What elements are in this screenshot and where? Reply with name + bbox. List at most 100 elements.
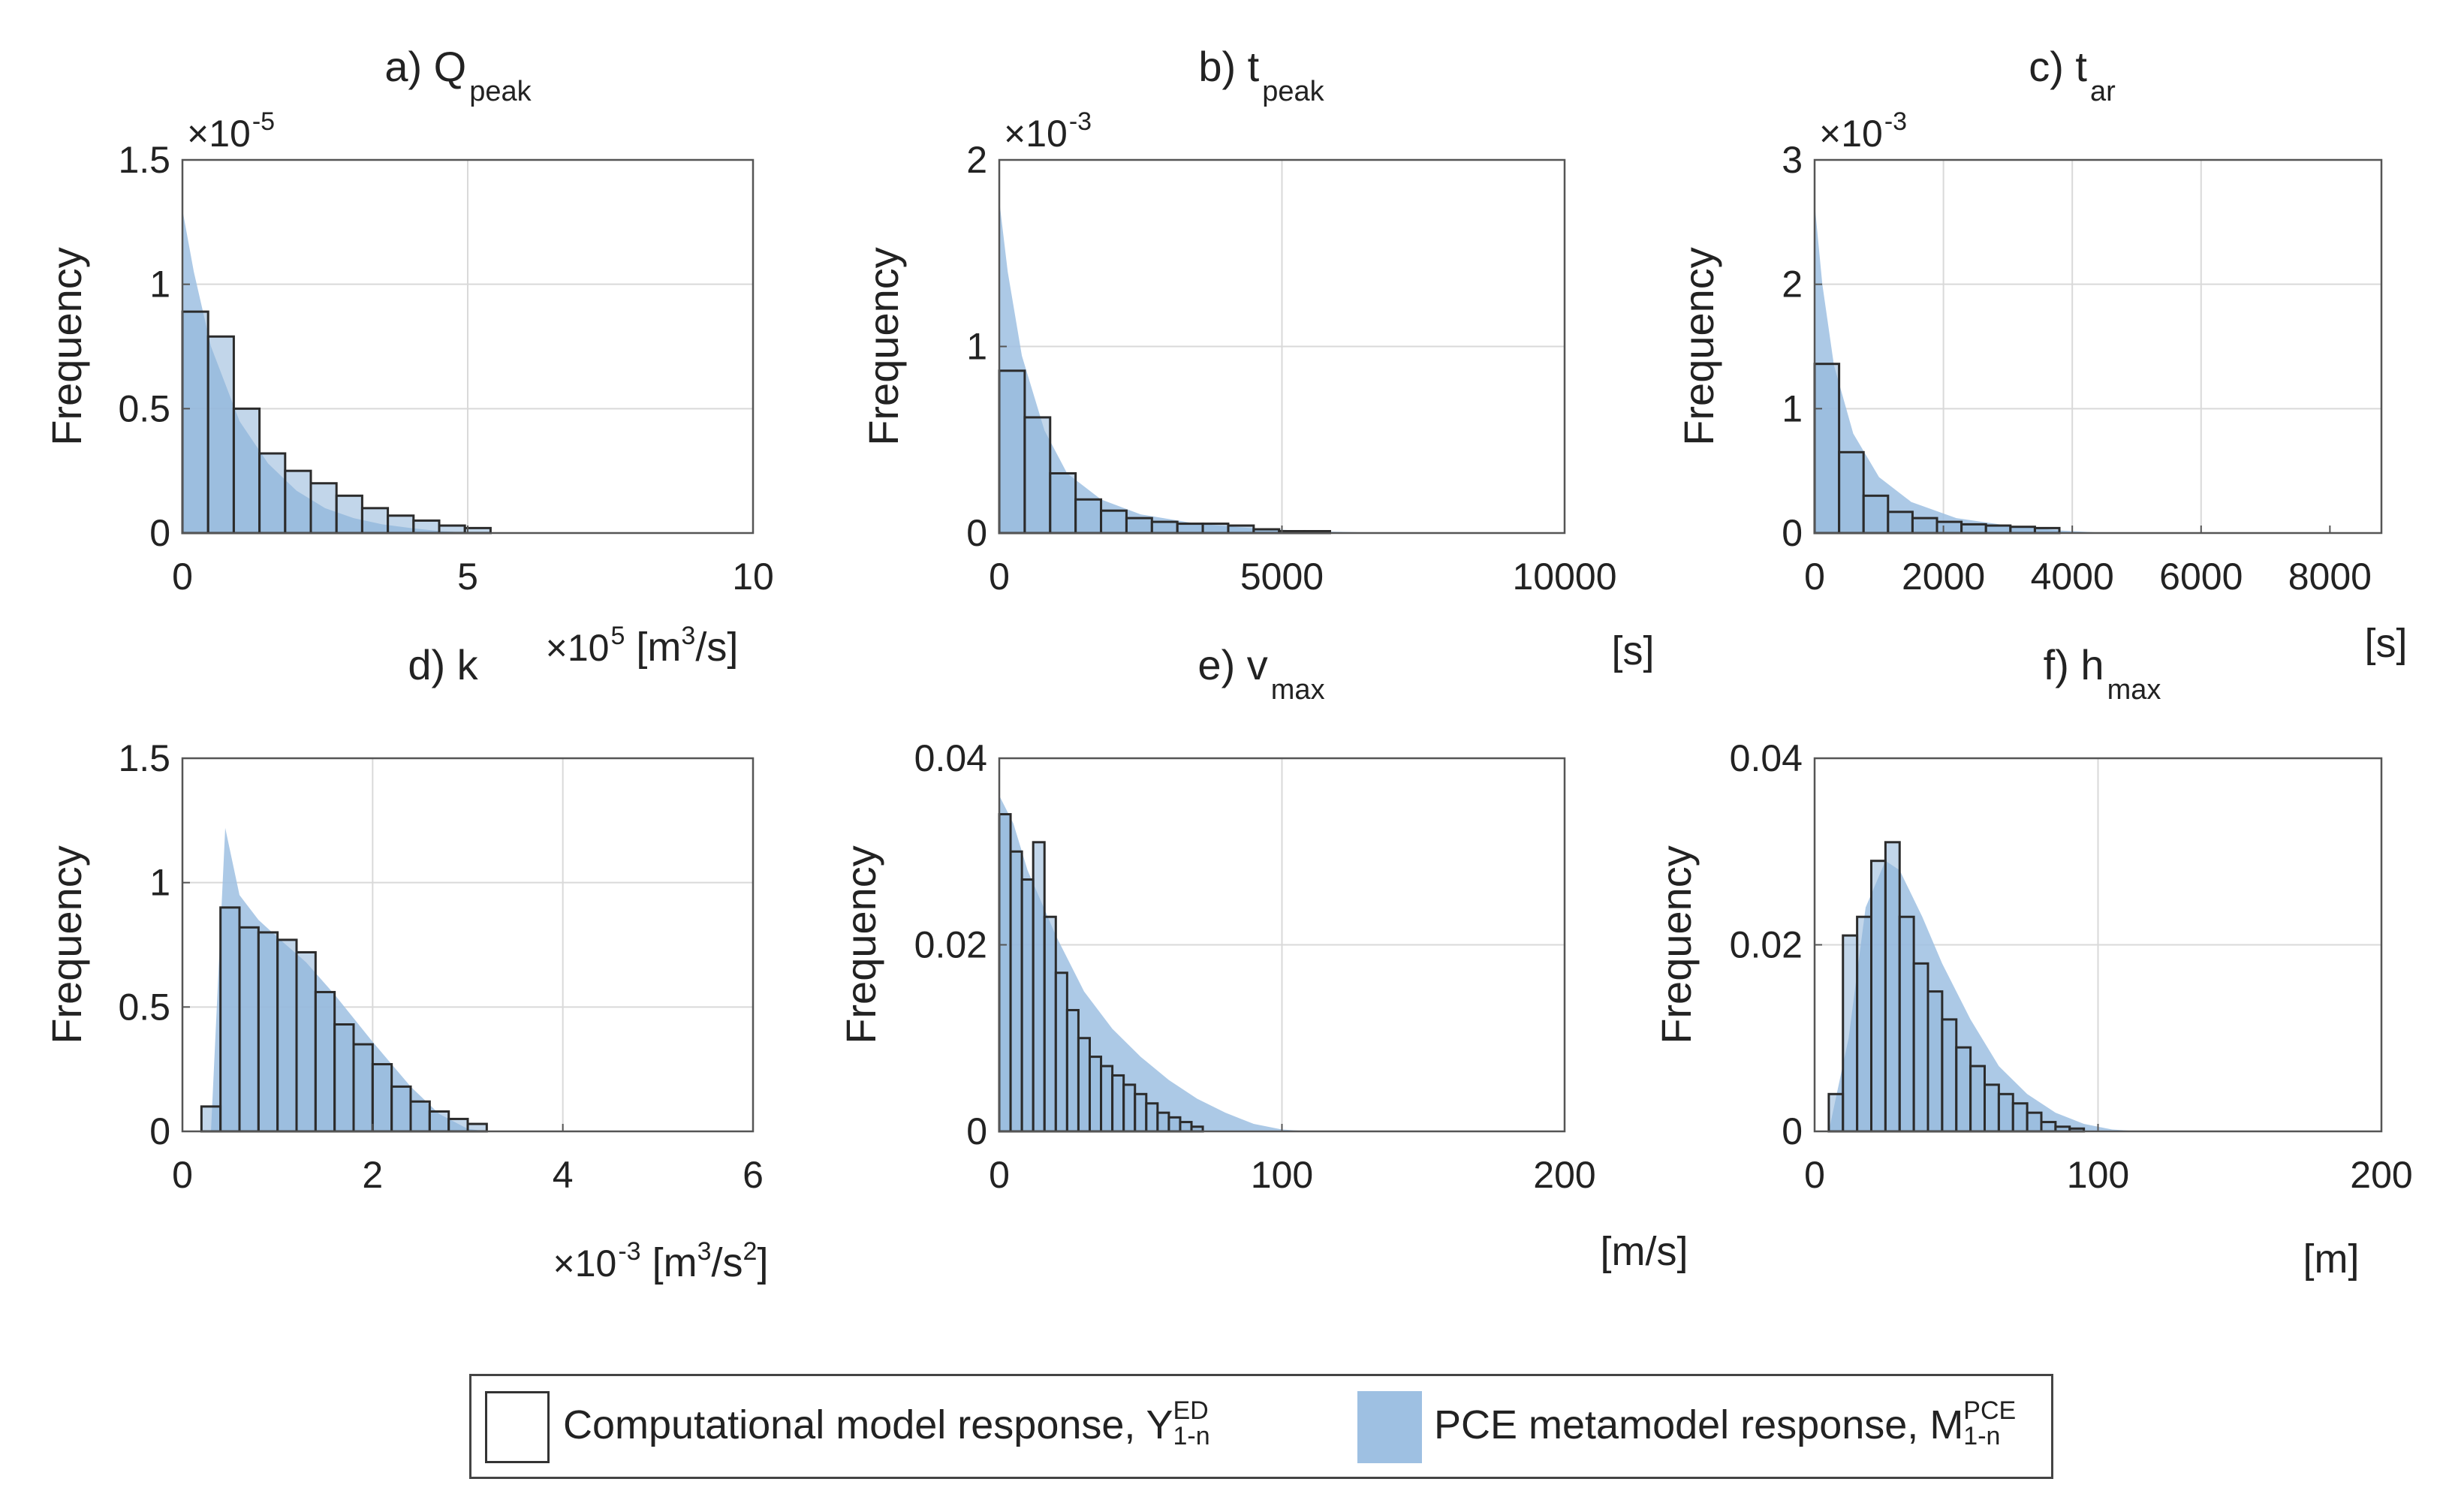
y-tick-label: 1: [149, 264, 170, 306]
y-axis-label: Frequency: [43, 247, 90, 446]
histogram-bar: [1156, 1111, 1170, 1133]
histogram-bar: [181, 310, 209, 535]
legend-label-computational: Computational model response, Y ED 1-n: [563, 1396, 1210, 1450]
histogram-bar: [1997, 1092, 2014, 1133]
chart-panel-6: 0 100 200 0 0.02 0.04 Frequency f) hmax [m]: [1652, 641, 2413, 1282]
histogram-bar: [2040, 1121, 2057, 1133]
histogram-bar: [1134, 1092, 1148, 1133]
x-tick-label: 5000: [1240, 556, 1324, 598]
x-axis-unit-label: ×105 [m3/s]: [546, 622, 739, 670]
histogram-bar: [309, 482, 338, 535]
histogram-bar: [1935, 520, 1963, 535]
x-tick-label: 100: [2067, 1154, 2129, 1196]
histogram-bar: [1969, 1065, 1986, 1133]
histogram-bar: [998, 369, 1026, 535]
histogram-bar: [1856, 915, 1872, 1133]
x-axis-unit-label: [m/s]: [1601, 1229, 1688, 1274]
x-tick-label: 200: [2350, 1154, 2412, 1196]
histogram-bar: [1145, 1102, 1159, 1133]
histogram-bar: [1179, 1121, 1193, 1133]
y-tick-label: 1.5: [118, 139, 170, 181]
chart-panel-5: 0 100 200 0 0.02 0.04 Frequency e) vmax [m/s]: [837, 641, 1688, 1274]
x-tick-label: 200: [1533, 1154, 1595, 1196]
legend: Computational model response, Y ED 1-n PCE…: [469, 1374, 2053, 1479]
histogram-bar: [360, 507, 390, 535]
histogram-bar: [258, 452, 287, 535]
y-tick-label: 1.5: [118, 737, 170, 779]
histogram-bar: [998, 813, 1012, 1133]
chart-title: c) tar: [2029, 43, 2116, 107]
histogram-bar: [438, 524, 466, 535]
histogram-bar: [1911, 517, 1938, 535]
histogram-bar: [1941, 1018, 1958, 1133]
x-tick-label: 5: [457, 556, 478, 598]
histogram-bar: [1023, 416, 1052, 535]
x-tick-label: 0: [172, 1154, 193, 1196]
histogram-bar: [1926, 990, 1944, 1133]
legend-label-pce: PCE metamodel response, M PCE 1-n: [1434, 1396, 2017, 1450]
y-tick-label: 0: [1782, 1110, 1803, 1152]
histogram-bar: [333, 1023, 355, 1133]
axes-box: [1813, 158, 2383, 535]
y-tick-label: 1: [1782, 387, 1803, 429]
y-axis-multiplier: ×10-3: [1819, 107, 1907, 155]
x-tick-label: 6: [743, 1154, 764, 1196]
histogram-bar: [1862, 494, 1890, 535]
x-tick-label: 10000: [1512, 556, 1616, 598]
legend-swatch-pce: [1357, 1391, 1422, 1463]
y-tick-label: 0: [966, 1110, 987, 1152]
x-axis-unit-label: ×10-3 [m3/s2]: [553, 1237, 769, 1285]
histogram-bar: [2011, 1102, 2029, 1133]
chart-panel-3: 0 2000 4000 6000 8000 0 1 2 3 Frequency c) tar ×10-…: [1675, 43, 2408, 666]
histogram-bar: [1887, 511, 1914, 535]
histogram-bar: [428, 1110, 450, 1133]
y-axis-label: Frequency: [1675, 247, 1722, 446]
histogram-bar: [1842, 934, 1859, 1133]
histogram-bar: [409, 1100, 431, 1133]
histogram-bar: [1032, 841, 1046, 1133]
chart-title: e) vmax: [1197, 641, 1324, 706]
histogram-bar: [295, 950, 317, 1133]
chart-panel-2: 0 5000 10000 0 1 2 Frequency b) tpeak ×10-3 [s]: [860, 43, 1655, 673]
y-axis-label: Frequency: [43, 845, 90, 1044]
y-axis-label: Frequency: [1652, 845, 1700, 1044]
y-axis-multiplier: ×10-3: [1004, 107, 1092, 155]
histogram-bar: [314, 990, 336, 1133]
histogram-bar: [206, 335, 235, 535]
x-tick-label: 0: [1804, 556, 1825, 598]
histogram-bar: [1088, 1056, 1103, 1133]
histogram-bar: [1176, 523, 1204, 535]
x-tick-label: 4000: [2031, 556, 2114, 598]
histogram-bar: [1125, 517, 1153, 535]
histogram-bar: [1813, 363, 1841, 535]
y-tick-label: 3: [1782, 139, 1803, 181]
histogram-bar: [200, 1105, 222, 1133]
y-axis-label: Frequency: [860, 247, 907, 446]
y-tick-label: 0: [1782, 512, 1803, 554]
y-tick-label: 1: [966, 326, 987, 368]
chart-title: f) hmax: [2044, 641, 2161, 706]
histogram-bar: [466, 1122, 488, 1133]
y-tick-label: 2: [1782, 264, 1803, 306]
y-tick-label: 0.04: [1730, 737, 1803, 779]
histogram-bar: [371, 1063, 393, 1133]
y-tick-label: 0.5: [118, 986, 170, 1028]
histogram-bar: [1122, 1083, 1137, 1133]
histogram-bar: [352, 1043, 374, 1133]
histogram-bar: [1054, 971, 1068, 1133]
histogram-bar: [2026, 1111, 2043, 1133]
histogram-bar: [1884, 841, 1901, 1133]
x-tick-label: 2: [362, 1154, 383, 1196]
histogram-bar: [232, 407, 261, 535]
y-tick-label: 0.02: [914, 924, 987, 966]
x-axis-unit-label: [s]: [2364, 621, 2407, 666]
histogram-bar: [387, 514, 415, 535]
y-axis-multiplier: ×10-5: [187, 107, 275, 155]
x-tick-label: 0: [989, 1154, 1010, 1196]
chart-panel-1: 0 5 10 0 0.5 1 1.5 Frequency a) Qpeak ×10-5 ×105 […: [43, 43, 774, 670]
chart-panel-4: 0 2 4 6 0 0.5 1 1.5 Frequency d) k ×10-3 [m3/s2]: [43, 641, 768, 1285]
histogram-bar: [1111, 1074, 1125, 1133]
y-tick-label: 2: [966, 139, 987, 181]
axes-box: [181, 757, 755, 1133]
